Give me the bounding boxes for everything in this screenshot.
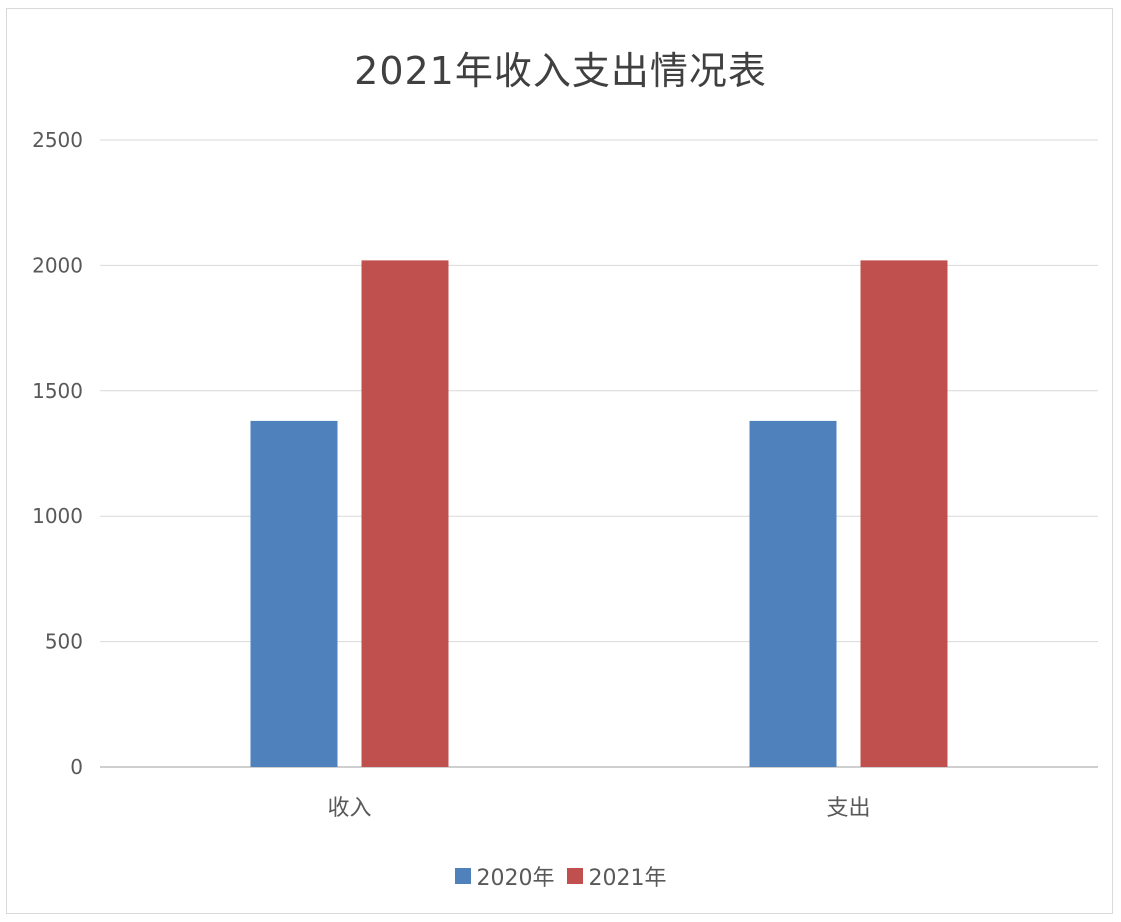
legend-item-2021: 2021年 (566, 860, 667, 892)
y-tick-label: 0 (70, 755, 83, 779)
bar (749, 420, 837, 767)
bar (361, 260, 449, 767)
x-category-label: 支出 (826, 796, 870, 821)
legend: 2020年 2021年 (0, 860, 1121, 892)
legend-swatch-2020 (454, 868, 471, 884)
y-tick-label: 1500 (32, 379, 83, 403)
x-category-label: 收入 (327, 796, 371, 821)
y-tick-label: 500 (45, 630, 83, 654)
bar (860, 260, 948, 767)
legend-label-2021: 2021年 (588, 866, 667, 891)
chart-title: 2021年收入支出情况表 (354, 49, 767, 93)
bar (250, 420, 338, 767)
y-tick-label: 2500 (32, 128, 83, 152)
legend-item-2020: 2020年 (454, 860, 555, 892)
legend-swatch-2021 (566, 868, 583, 884)
y-tick-label: 1000 (32, 504, 83, 528)
legend-label-2020: 2020年 (476, 866, 555, 891)
y-tick-label: 2000 (32, 253, 83, 277)
